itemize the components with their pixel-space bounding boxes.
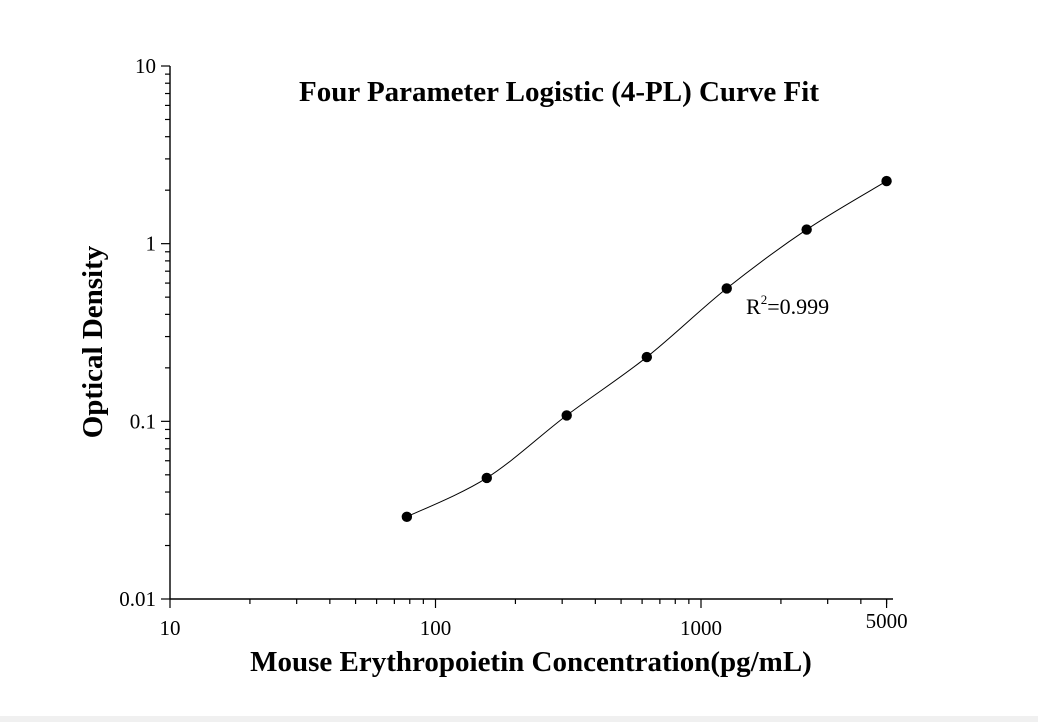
- data-point: [721, 283, 732, 294]
- data-points: [401, 175, 892, 523]
- y-tick-label: 10: [135, 54, 156, 78]
- data-point: [881, 175, 892, 187]
- y-axis-ticks: 0.01 0.1 1 10: [119, 54, 170, 611]
- x-tick-label: 100: [420, 616, 452, 640]
- data-point: [561, 410, 572, 421]
- y-tick-label: 0.01: [119, 587, 156, 611]
- y-axis-label: Optical Density: [77, 245, 109, 438]
- x-tick-label: 1000: [680, 616, 722, 640]
- fit-curve: [406, 180, 887, 518]
- x-axis-ticks: 10 100 1000 5000: [160, 599, 908, 640]
- x-axis-label: Mouse Erythropoietin Concentration(pg/mL…: [250, 646, 812, 678]
- r-squared-annotation: R2=0.999: [746, 292, 829, 319]
- data-point: [401, 511, 413, 523]
- y-tick-label: 1: [146, 232, 157, 256]
- data-point: [641, 351, 653, 363]
- bottom-band: [0, 716, 1038, 722]
- r-squared-value: =0.999: [767, 294, 829, 319]
- chart-title: Four Parameter Logistic (4-PL) Curve Fit: [299, 76, 819, 108]
- r-squared-prefix: R: [746, 294, 761, 319]
- x-tick-label: 10: [160, 616, 181, 640]
- data-point: [801, 224, 812, 235]
- data-point: [481, 472, 492, 484]
- y-tick-label: 0.1: [130, 409, 156, 433]
- r-squared-exponent: 2: [761, 292, 768, 307]
- x-tick-label: 5000: [866, 609, 908, 633]
